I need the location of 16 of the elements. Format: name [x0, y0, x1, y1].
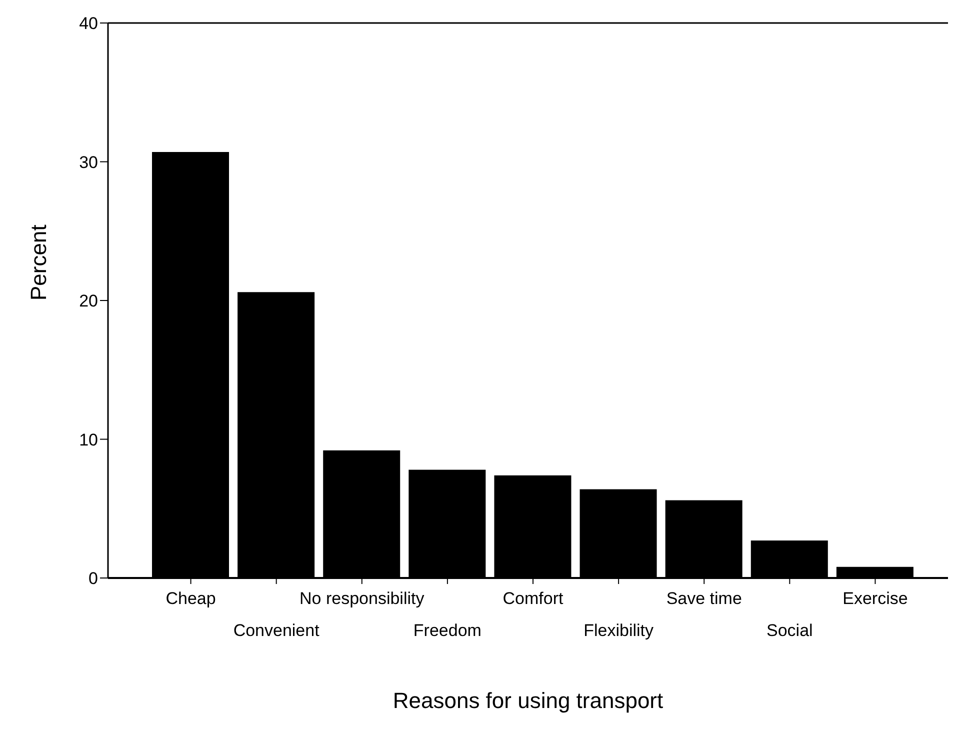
- x-tick-label: Save time: [666, 589, 742, 608]
- x-tick-label: Comfort: [502, 589, 564, 608]
- x-tick-label: Convenient: [233, 621, 320, 640]
- y-tick-label: 0: [88, 569, 98, 588]
- x-tick-label: Freedom: [413, 621, 482, 640]
- x-tick-label: Exercise: [842, 589, 908, 608]
- y-tick-label: 30: [79, 152, 98, 172]
- x-tick-label: Flexibility: [584, 621, 654, 640]
- y-tick-label: 40: [79, 14, 98, 34]
- x-tick-label: No responsibility: [300, 589, 425, 608]
- x-axis-title: Reasons for using transport: [392, 688, 664, 713]
- y-tick-label: 10: [79, 430, 98, 450]
- y-axis-title: Percent: [26, 224, 51, 300]
- y-tick-label: 20: [79, 292, 98, 311]
- x-tick-label: Social: [766, 621, 813, 640]
- x-tick-label: Cheap: [166, 589, 216, 608]
